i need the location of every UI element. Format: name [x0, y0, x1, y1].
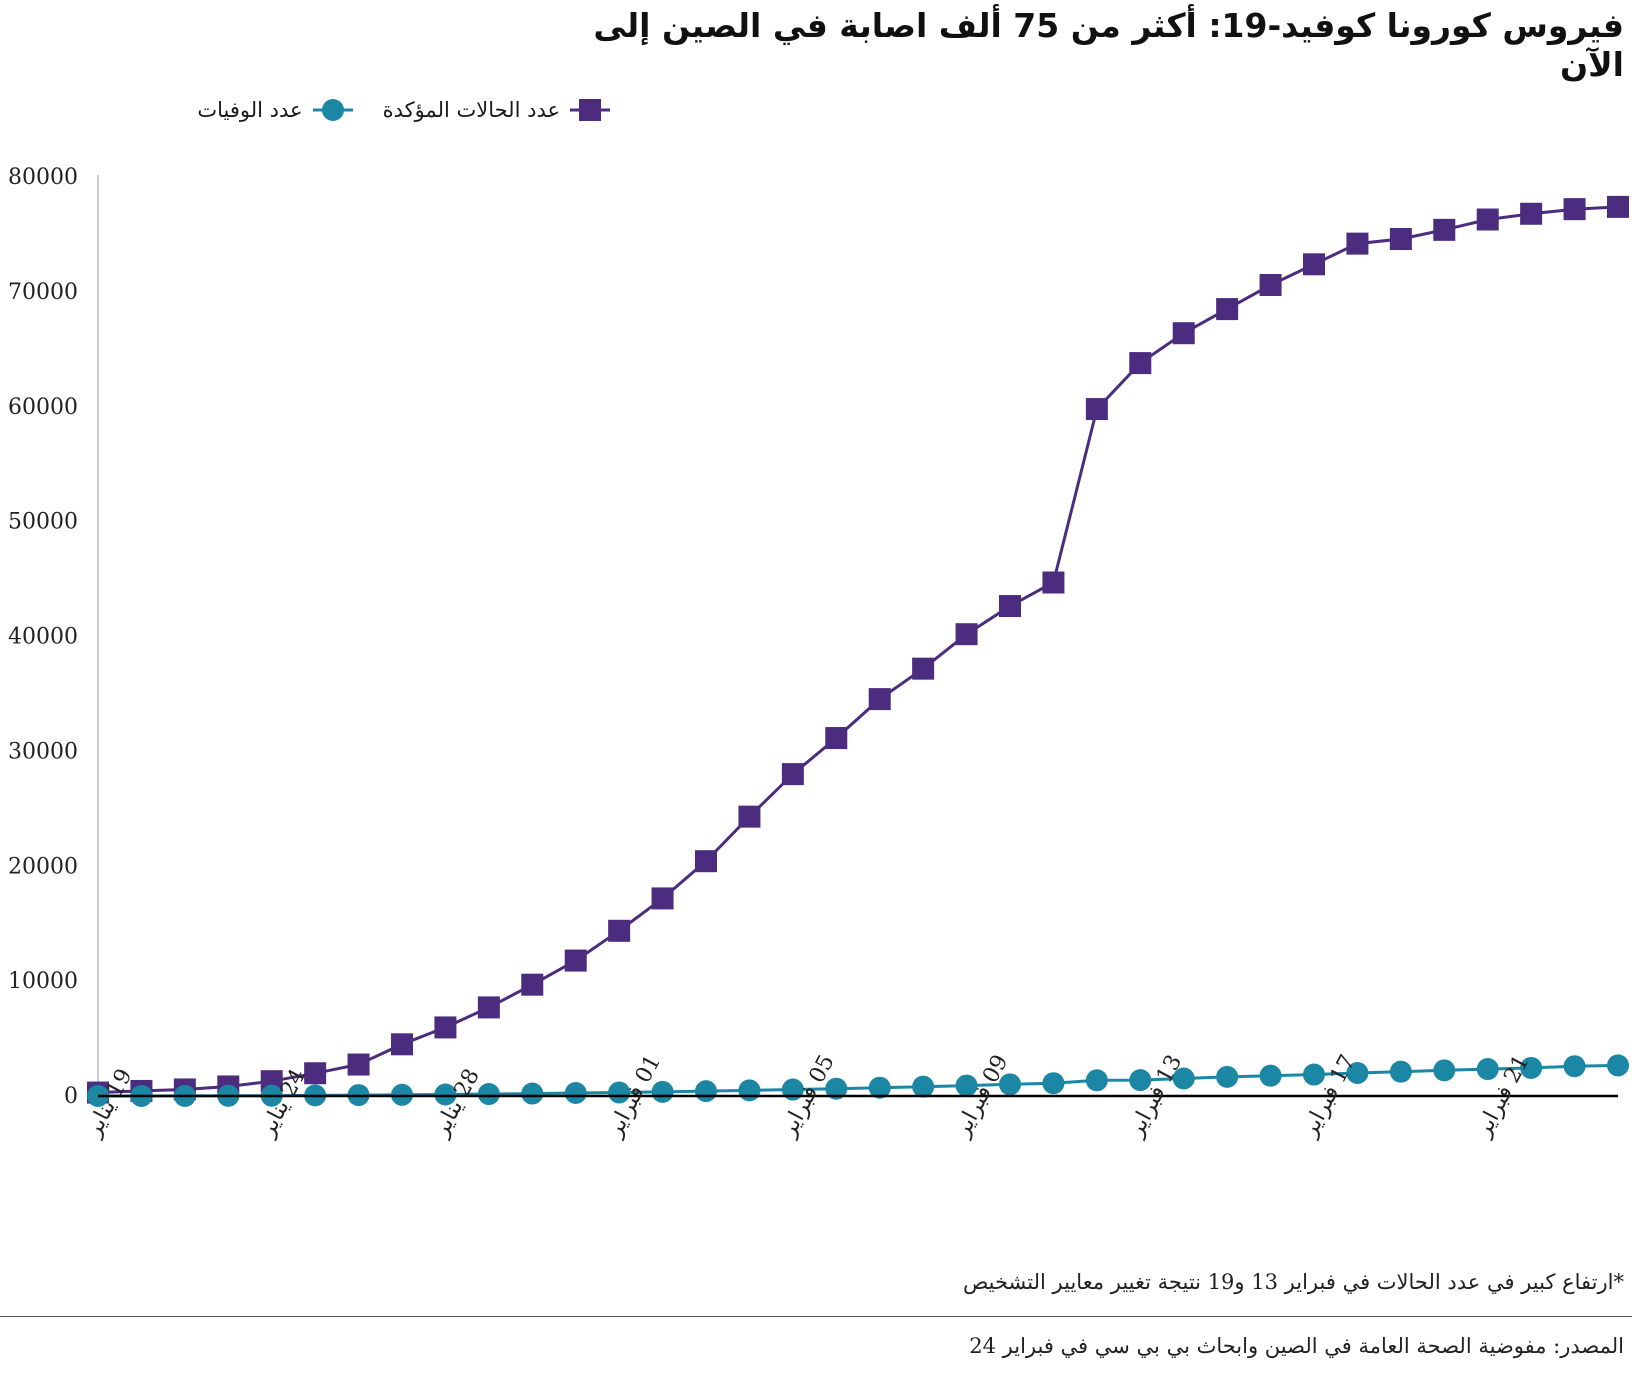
- data-point-confirmed: [1303, 253, 1325, 276]
- series-line-confirmed: [97, 205, 1619, 1095]
- data-point-confirmed: [1172, 322, 1195, 345]
- data-point-deaths: [1433, 1059, 1456, 1082]
- data-point-confirmed: [1216, 298, 1239, 321]
- y-tick-label: 20000: [8, 854, 78, 879]
- data-point-confirmed: [1346, 232, 1369, 255]
- data-point-confirmed: [1129, 352, 1152, 375]
- data-point-confirmed: [1607, 195, 1629, 218]
- legend-label-deaths: عدد الوفيات: [197, 98, 303, 122]
- data-point-deaths: [1085, 1069, 1108, 1092]
- data-point-deaths: [1346, 1061, 1369, 1084]
- data-point-deaths: [564, 1082, 587, 1105]
- x-tick-label: 28 يناير: [428, 1065, 485, 1142]
- data-point-deaths: [434, 1083, 457, 1106]
- y-tick-label: 80000: [8, 165, 78, 190]
- data-point-confirmed: [1433, 218, 1456, 241]
- data-point-deaths: [1042, 1072, 1065, 1095]
- y-tick-label: 0: [64, 1084, 78, 1109]
- data-point-confirmed: [1389, 228, 1412, 251]
- chart-legend: عدد الحالات المؤكدة عدد الوفيات: [140, 88, 610, 132]
- data-point-deaths: [1259, 1064, 1282, 1087]
- data-point-confirmed: [1476, 208, 1499, 231]
- y-tick-label: 50000: [8, 510, 78, 535]
- chart-source: المصدر: مفوضية الصحة العامة في الصين واب…: [969, 1334, 1624, 1358]
- data-point-confirmed: [1520, 202, 1543, 225]
- legend-swatch-deaths: [312, 99, 353, 121]
- data-point-confirmed: [391, 1033, 413, 1056]
- data-point-deaths: [1172, 1067, 1195, 1090]
- data-point-deaths: [1216, 1065, 1239, 1088]
- data-point-deaths: [651, 1080, 674, 1103]
- data-point-confirmed: [1042, 571, 1065, 594]
- data-point-deaths: [738, 1079, 761, 1102]
- y-tick-label: 30000: [8, 739, 78, 764]
- data-point-deaths: [1563, 1055, 1586, 1078]
- data-point-confirmed: [1085, 398, 1108, 421]
- chart-title: فيروس كورونا كوفيد-19: أكثر من 75 ألف اص…: [593, 6, 1624, 84]
- data-point-deaths: [1129, 1069, 1152, 1092]
- data-point-confirmed: [347, 1053, 370, 1076]
- legend-swatch-confirmed: [570, 99, 610, 121]
- data-point-confirmed: [521, 973, 544, 996]
- y-tick-label: 40000: [8, 625, 78, 650]
- data-point-deaths: [477, 1083, 500, 1106]
- y-tick-label: 10000: [8, 969, 78, 994]
- data-point-deaths: [1389, 1060, 1412, 1083]
- data-point-deaths: [1607, 1054, 1629, 1077]
- data-point-confirmed: [651, 887, 674, 910]
- data-point-confirmed: [868, 688, 891, 711]
- data-point-confirmed: [738, 805, 761, 828]
- data-point-deaths: [1520, 1056, 1543, 1079]
- divider: [0, 1316, 1632, 1317]
- legend-item-confirmed: عدد الحالات المؤكدة: [383, 98, 610, 122]
- data-point-deaths: [695, 1080, 717, 1103]
- data-point-deaths: [1476, 1058, 1499, 1081]
- data-point-confirmed: [1259, 273, 1282, 296]
- data-point-confirmed: [608, 919, 631, 942]
- data-point-confirmed: [1563, 198, 1586, 221]
- y-tick-label: 60000: [8, 395, 78, 420]
- data-point-deaths: [825, 1077, 848, 1100]
- data-point-confirmed: [825, 727, 848, 750]
- data-point-confirmed: [564, 949, 587, 972]
- data-point-confirmed: [477, 996, 500, 1019]
- data-point-confirmed: [695, 850, 717, 873]
- data-point-confirmed: [434, 1016, 457, 1039]
- data-point-deaths: [999, 1073, 1021, 1096]
- legend-label-confirmed: عدد الحالات المؤكدة: [382, 98, 560, 122]
- data-point-confirmed: [912, 657, 935, 680]
- data-point-deaths: [912, 1075, 935, 1098]
- data-point-confirmed: [781, 763, 804, 786]
- data-point-deaths: [1303, 1063, 1325, 1086]
- data-point-confirmed: [999, 595, 1021, 618]
- chart-note: *ارتفاع كبير في عدد الحالات في فبراير 13…: [962, 1270, 1624, 1294]
- data-point-deaths: [521, 1082, 544, 1105]
- data-point-deaths: [955, 1074, 978, 1097]
- legend-item-deaths: عدد الوفيات: [197, 98, 353, 122]
- data-point-deaths: [868, 1076, 891, 1099]
- line-chart: 0 10000 20000 30000 40000 50000 60000 70000 8000…: [8, 165, 1629, 1142]
- y-tick-label: 70000: [8, 280, 78, 305]
- data-point-confirmed: [304, 1062, 327, 1085]
- data-point-deaths: [608, 1081, 631, 1104]
- data-point-confirmed: [955, 623, 978, 646]
